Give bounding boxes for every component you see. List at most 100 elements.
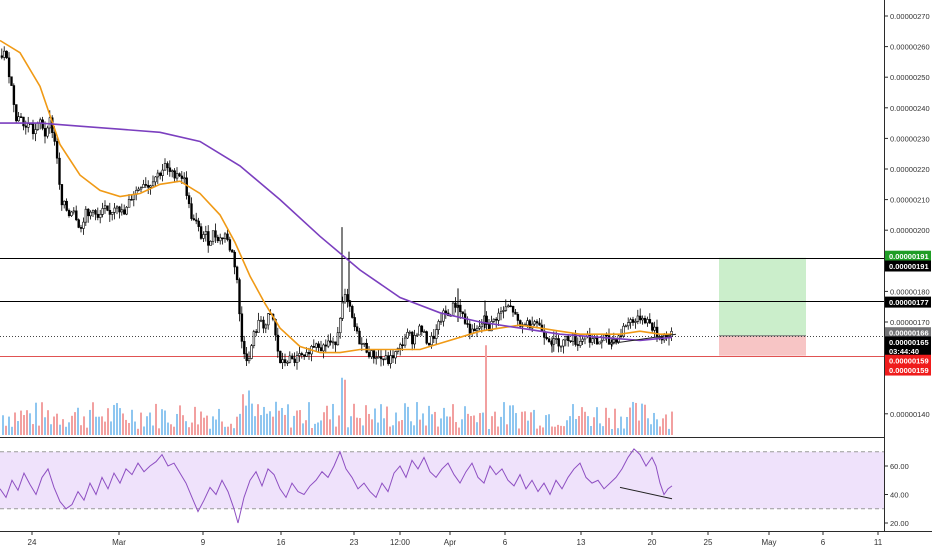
volume-bar: [155, 403, 157, 435]
volume-bar: [191, 422, 193, 435]
candle-body: [27, 123, 30, 128]
candle-body: [82, 221, 85, 229]
price-trendlines[interactable]: [611, 333, 677, 344]
volume-bar: [89, 409, 91, 435]
volume-bar: [356, 417, 358, 435]
rsi-trendlines[interactable]: [619, 486, 673, 500]
price-tick-label: 0.00000240: [890, 104, 930, 113]
volume-bar: [29, 413, 31, 435]
volume-bar: [437, 426, 439, 435]
candle-body: [363, 342, 366, 345]
candle-body: [103, 205, 107, 209]
candle-body: [514, 311, 517, 315]
candle-body: [149, 185, 152, 188]
price-axis-label: 0.00000165: [889, 338, 929, 347]
price-axis-label-bg: [885, 336, 931, 348]
volume-bar: [632, 401, 634, 435]
candle-body: [77, 219, 80, 228]
volume-bar: [23, 415, 25, 435]
candle-body: [156, 172, 160, 178]
volume-bar: [416, 402, 418, 435]
volume-bar: [443, 407, 445, 435]
volume-bar: [317, 422, 319, 435]
candle-body: [622, 325, 625, 337]
price-panel[interactable]: [0, 39, 884, 438]
price-trendline[interactable]: [611, 333, 677, 344]
long-position-box[interactable]: [719, 257, 806, 356]
candle-body: [94, 210, 97, 215]
volume-bar: [335, 426, 337, 435]
time-tick-label: 13: [577, 538, 586, 547]
volume-bar: [308, 402, 310, 435]
volume-bar: [479, 413, 481, 435]
volume-bar: [251, 403, 253, 435]
volume-bar: [635, 402, 637, 435]
time-axis[interactable]: 24 Mar 9 16 23 12:00 Apr 6 13 20 25 May 6 11: [28, 531, 883, 547]
volume-bar: [209, 428, 211, 435]
candle-body: [569, 340, 572, 342]
candle-body: [387, 355, 390, 364]
volume-bar: [98, 416, 100, 435]
candle-body: [507, 305, 510, 308]
candle-body: [358, 330, 361, 345]
horizontal-levels[interactable]: [0, 258, 884, 357]
volume-bar: [506, 424, 508, 435]
candle-body: [151, 181, 155, 187]
candle-body: [403, 337, 407, 346]
rsi-tick-label: 60.00: [890, 462, 909, 471]
volume-bar: [74, 412, 76, 435]
candle-body: [420, 325, 424, 333]
candle-body: [252, 331, 256, 346]
price-axis-label-bg: [885, 354, 931, 366]
candle-body: [564, 336, 568, 341]
volume-bar: [536, 428, 538, 435]
loss-zone[interactable]: [719, 335, 806, 356]
volume-bar: [578, 415, 580, 435]
candle-body: [415, 334, 419, 337]
time-tick-label: 6: [503, 538, 508, 547]
time-tick-label: May: [761, 538, 776, 547]
volume-bar: [602, 426, 604, 435]
candle-body: [207, 231, 210, 246]
volume-bar: [566, 420, 568, 435]
candle-body: [605, 334, 608, 337]
candle-body: [87, 208, 90, 217]
price-axis[interactable]: 0.00000270 0.00000260 0.00000250 0.00000240…: [884, 12, 930, 419]
volume-bar: [593, 417, 595, 435]
candle-body: [173, 170, 176, 179]
candle-body: [634, 321, 637, 323]
candle-body: [552, 338, 556, 345]
volume-bar: [446, 416, 448, 435]
candle-body: [190, 203, 193, 219]
price-tick-label: 0.00000180: [890, 287, 930, 296]
candle-body: [399, 344, 402, 349]
rsi-axis[interactable]: 60.00 40.00 20.00: [884, 462, 909, 528]
rsi-trendline[interactable]: [619, 486, 673, 500]
candle-body: [329, 340, 332, 343]
candle-body: [336, 332, 340, 346]
candle-body: [168, 167, 172, 172]
candle-body: [142, 184, 145, 188]
volume-bar: [518, 428, 520, 435]
volume-bar: [47, 410, 49, 435]
volume-bar: [32, 424, 34, 435]
volume-bar: [161, 409, 163, 435]
candle-body: [384, 355, 388, 360]
rsi-panel[interactable]: [0, 448, 884, 524]
volume-bar: [425, 425, 427, 435]
volume-bar: [473, 415, 475, 435]
candle-body: [641, 317, 644, 321]
candle-body: [627, 322, 630, 327]
volume-bar: [182, 415, 184, 435]
candle-body: [653, 326, 656, 331]
volume-bar: [131, 409, 133, 435]
volume-bar: [158, 428, 160, 435]
moving-average-fast: [0, 39, 672, 354]
candle-body: [461, 311, 464, 315]
volume-bar: [44, 417, 46, 435]
volume-bar: [344, 379, 346, 435]
volume-bar: [401, 420, 403, 435]
profit-zone[interactable]: [719, 257, 806, 336]
